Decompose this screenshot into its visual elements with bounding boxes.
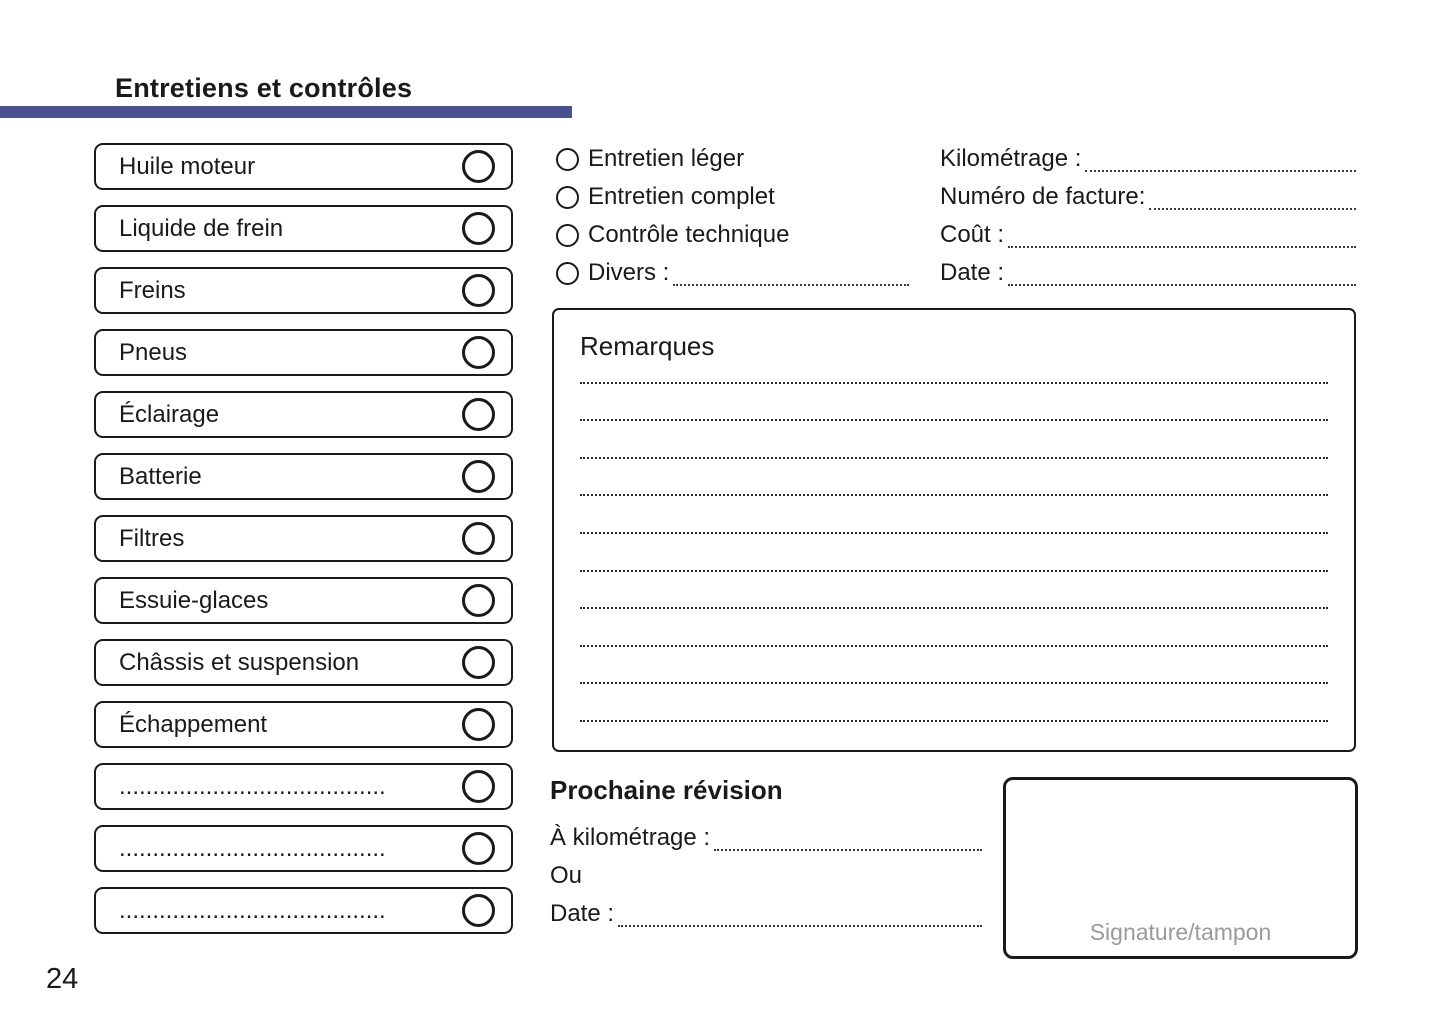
service-type-option[interactable]: Entretien complet bbox=[556, 178, 909, 216]
remarks-title: Remarques bbox=[580, 331, 715, 361]
checklist-item: Batterie bbox=[94, 453, 513, 500]
checklist-item: Freins bbox=[94, 267, 513, 314]
checklist-item-label: ........................................ bbox=[119, 896, 386, 924]
checkbox-circle[interactable] bbox=[462, 336, 495, 369]
checklist: Huile moteur Liquide de frein Freins Pne… bbox=[94, 143, 513, 934]
service-type-option[interactable]: Entretien léger bbox=[556, 140, 909, 178]
checkbox-circle[interactable] bbox=[462, 646, 495, 679]
remarks-writein-line[interactable] bbox=[580, 609, 1328, 647]
checklist-item: ........................................ bbox=[94, 887, 513, 934]
remarks-writein-line[interactable] bbox=[580, 534, 1328, 572]
remarks-writein-line[interactable] bbox=[580, 459, 1328, 497]
title-underline-bar bbox=[0, 106, 572, 118]
checklist-item: Essuie-glaces bbox=[94, 577, 513, 624]
checkbox-circle[interactable] bbox=[462, 894, 495, 927]
dotted-writein-line[interactable] bbox=[1008, 246, 1356, 248]
service-type-option[interactable]: Divers : bbox=[556, 254, 909, 292]
checkbox-circle[interactable] bbox=[462, 522, 495, 555]
signature-box[interactable]: Signature/tampon bbox=[1003, 777, 1358, 959]
invoice-field-label: Coût : bbox=[940, 221, 1005, 248]
checklist-item-label: Échappement bbox=[119, 710, 268, 738]
checkbox-circle[interactable] bbox=[462, 274, 495, 307]
invoice-fields: Kilométrage : Numéro de facture: Coût : … bbox=[940, 140, 1356, 292]
checkbox-circle[interactable] bbox=[462, 398, 495, 431]
radio-circle-icon[interactable] bbox=[556, 261, 579, 285]
next-service-field-label: À kilométrage : bbox=[550, 824, 711, 851]
next-service-rows: À kilométrage : Ou Date : bbox=[550, 819, 982, 933]
dotted-writein-line[interactable] bbox=[1085, 170, 1356, 172]
checklist-item: Liquide de frein bbox=[94, 205, 513, 252]
checkbox-circle[interactable] bbox=[462, 460, 495, 493]
next-service-field-row: Ou bbox=[550, 857, 982, 895]
checklist-item-label: ........................................ bbox=[119, 834, 386, 862]
service-type-label: Divers : bbox=[588, 259, 670, 286]
next-service-field-row: À kilométrage : bbox=[550, 819, 982, 857]
checklist-item: Filtres bbox=[94, 515, 513, 562]
invoice-field-row: Kilométrage : bbox=[940, 140, 1356, 178]
checklist-item: ........................................ bbox=[94, 763, 513, 810]
next-service-field-label: Date : bbox=[550, 900, 615, 927]
dotted-writein-line[interactable] bbox=[673, 284, 909, 286]
checklist-item-label: Huile moteur bbox=[119, 152, 256, 180]
checkbox-circle[interactable] bbox=[462, 212, 495, 245]
remarks-writein-line[interactable] bbox=[580, 384, 1328, 422]
radio-circle-icon[interactable] bbox=[556, 223, 579, 247]
service-type-option[interactable]: Contrôle technique bbox=[556, 216, 909, 254]
remarks-writein-line[interactable] bbox=[580, 346, 1328, 384]
checklist-item: Huile moteur bbox=[94, 143, 513, 190]
signature-label: Signature/tampon bbox=[1089, 919, 1272, 945]
checkbox-circle[interactable] bbox=[462, 708, 495, 741]
next-service-title: Prochaine révision bbox=[550, 775, 783, 805]
service-type-label: Entretien complet bbox=[588, 183, 775, 210]
dotted-writein-line[interactable] bbox=[1149, 208, 1356, 210]
remarks-writein-line[interactable] bbox=[580, 647, 1328, 685]
checklist-item-label: Freins bbox=[119, 276, 186, 304]
remarks-writein-line[interactable] bbox=[580, 496, 1328, 534]
checklist-item-label: Essuie-glaces bbox=[119, 586, 269, 614]
service-type-options: Entretien léger Entretien complet Contrô… bbox=[556, 140, 909, 292]
checkbox-circle[interactable] bbox=[462, 150, 495, 183]
checklist-item: Échappement bbox=[94, 701, 513, 748]
dotted-writein-line[interactable] bbox=[1008, 284, 1356, 286]
service-type-label: Entretien léger bbox=[588, 145, 745, 172]
service-type-label: Contrôle technique bbox=[588, 221, 790, 248]
checklist-item-label: Filtres bbox=[119, 524, 185, 552]
invoice-field-row: Numéro de facture: bbox=[940, 178, 1356, 216]
checklist-item: Châssis et suspension bbox=[94, 639, 513, 686]
dotted-writein-line[interactable] bbox=[714, 849, 982, 851]
checkbox-circle[interactable] bbox=[462, 584, 495, 617]
checklist-item-label: ........................................ bbox=[119, 772, 386, 800]
invoice-field-row: Coût : bbox=[940, 216, 1356, 254]
checklist-item-label: Pneus bbox=[119, 338, 188, 366]
remarks-box: Remarques bbox=[552, 308, 1356, 752]
checklist-item: Éclairage bbox=[94, 391, 513, 438]
checklist-item-label: Liquide de frein bbox=[119, 214, 284, 242]
next-service-section: Prochaine révision À kilométrage : Ou Da… bbox=[550, 775, 982, 933]
next-service-field-row: Date : bbox=[550, 895, 982, 933]
remarks-writein-line[interactable] bbox=[580, 421, 1328, 459]
page-title: Entretiens et contrôles bbox=[115, 73, 413, 103]
checkbox-circle[interactable] bbox=[462, 770, 495, 803]
next-service-field-label: Ou bbox=[550, 862, 583, 889]
remarks-lines bbox=[580, 346, 1328, 722]
invoice-field-row: Date : bbox=[940, 254, 1356, 292]
dotted-writein-line[interactable] bbox=[618, 925, 982, 927]
invoice-field-label: Kilométrage : bbox=[940, 145, 1082, 172]
checklist-item-label: Batterie bbox=[119, 462, 202, 490]
checklist-item-label: Châssis et suspension bbox=[119, 648, 360, 676]
page-number: 24 bbox=[46, 963, 79, 995]
checklist-item: ........................................ bbox=[94, 825, 513, 872]
checklist-item-label: Éclairage bbox=[119, 400, 220, 428]
invoice-field-label: Numéro de facture: bbox=[940, 183, 1146, 210]
radio-circle-icon[interactable] bbox=[556, 185, 579, 209]
checkbox-circle[interactable] bbox=[462, 832, 495, 865]
remarks-writein-line[interactable] bbox=[580, 684, 1328, 722]
checklist-item: Pneus bbox=[94, 329, 513, 376]
radio-circle-icon[interactable] bbox=[556, 147, 579, 171]
invoice-field-label: Date : bbox=[940, 259, 1005, 286]
remarks-writein-line[interactable] bbox=[580, 572, 1328, 610]
